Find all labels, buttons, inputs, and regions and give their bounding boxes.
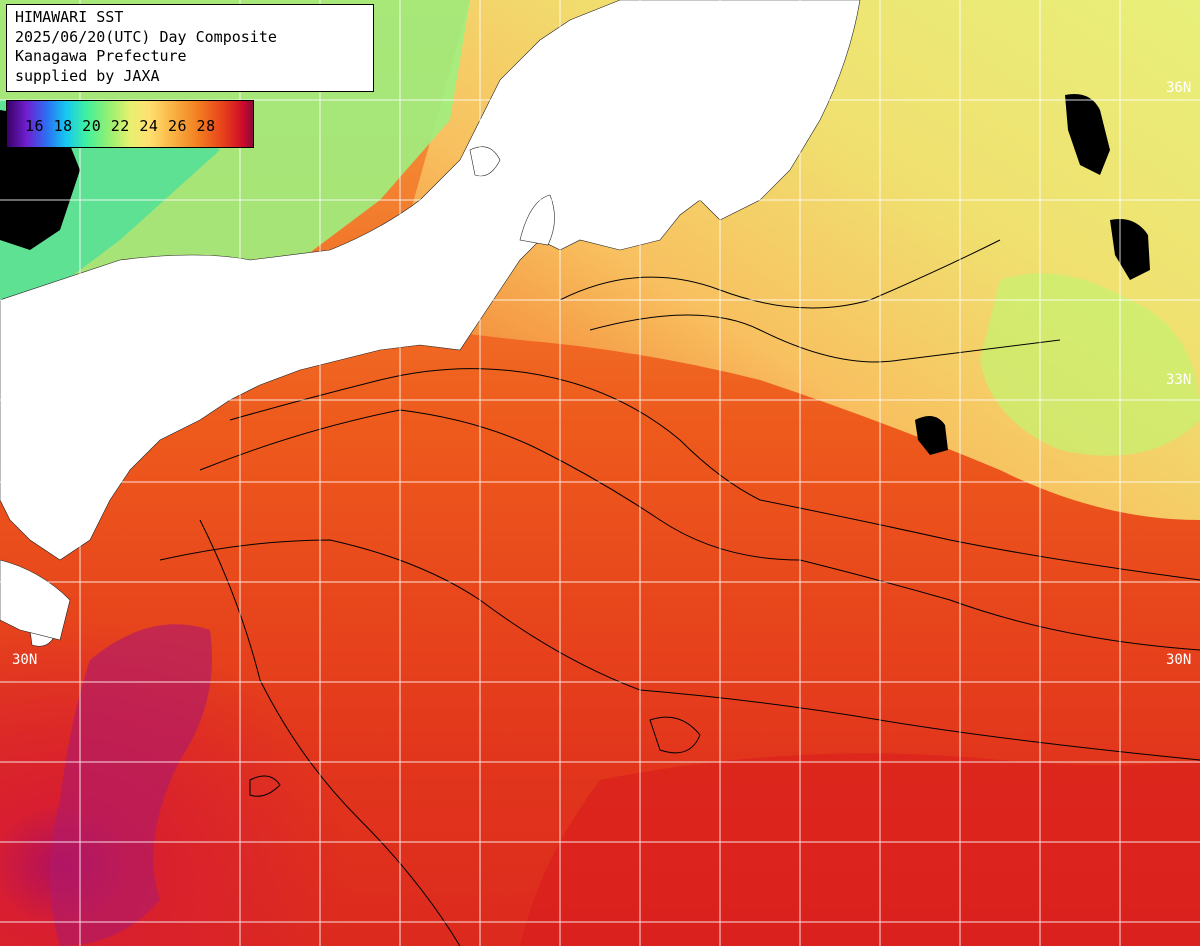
kii-peninsula	[519, 194, 555, 246]
title-line-1: HIMAWARI SST	[15, 8, 124, 26]
title-line-3: Kanagawa Prefecture	[15, 47, 187, 65]
cloud-east-1	[915, 416, 948, 455]
contour-island-2	[649, 716, 701, 754]
title-box: HIMAWARI SST 2025/06/20(UTC) Day Composi…	[6, 4, 374, 92]
lat-label-30n-right: 30N	[1166, 652, 1192, 668]
warm-south-band	[520, 753, 1200, 946]
contour-28	[199, 519, 461, 946]
lat-label-30n-left: 30N	[12, 652, 38, 668]
contour-25	[229, 368, 1200, 581]
contour-23	[559, 239, 1001, 309]
contour-island-1	[249, 775, 281, 797]
title-line-4: supplied by JAXA	[15, 66, 160, 85]
contour-24	[589, 314, 1061, 363]
lat-label-33n: 33N	[1166, 372, 1192, 388]
title-line-2: 2025/06/20(UTC) Day Composite	[15, 27, 277, 46]
honshu-land	[0, 0, 861, 561]
contour-26	[199, 409, 1200, 651]
cloud-northeast-1	[1065, 94, 1110, 175]
cold-water-patch	[980, 273, 1200, 456]
warm-core-magenta	[50, 624, 212, 946]
land	[0, 0, 861, 647]
color-legend: 16 18 20 22 24 26 28	[6, 100, 254, 148]
kyushu-tip	[0, 559, 71, 641]
legend-tick-labels: 16 18 20 22 24 26 28	[25, 117, 216, 135]
lat-label-36n: 36N	[1166, 80, 1192, 96]
